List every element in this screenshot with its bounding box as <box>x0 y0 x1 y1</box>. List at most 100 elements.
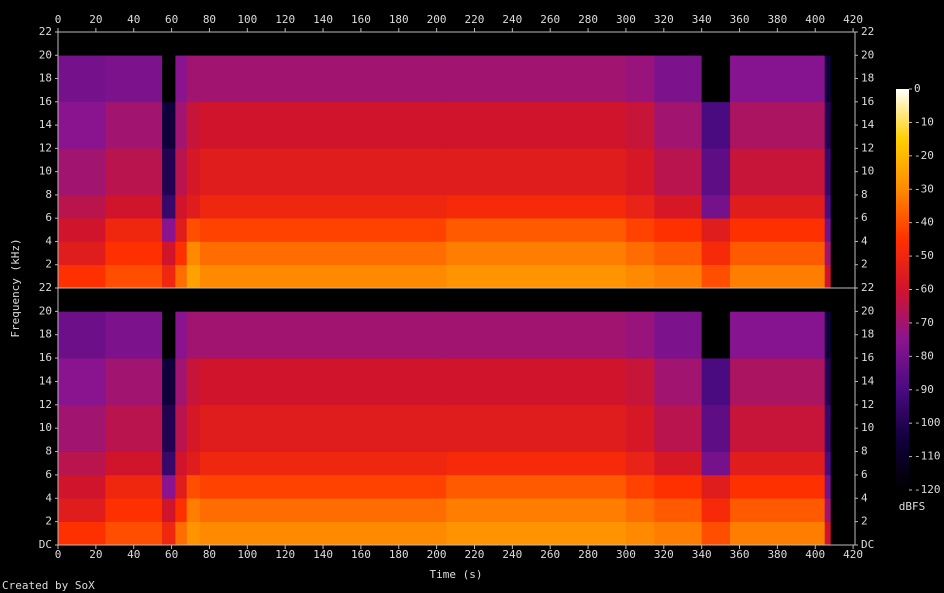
spectrogram-cell <box>105 404 163 452</box>
spectrogram-cell <box>175 311 188 359</box>
spectrogram-cell <box>175 474 188 499</box>
spectrogram-cell <box>105 148 163 196</box>
y-tick-label: 2 <box>45 258 52 271</box>
y-tick-label: 18 <box>39 72 52 85</box>
spectrogram-cell <box>58 521 106 546</box>
spectrogram-cell <box>701 474 731 499</box>
spectrogram-cell <box>105 521 163 546</box>
spectrogram-cell <box>654 358 702 406</box>
colorbar-tick-label: -80 <box>914 349 934 362</box>
spectrogram-cell <box>654 194 702 219</box>
x-tick-label-top: 400 <box>805 13 825 26</box>
spectrogram-cell <box>186 521 201 546</box>
spectrogram-cell <box>824 474 831 499</box>
spectrogram-cell <box>186 55 201 103</box>
spectrogram-cell <box>105 474 163 499</box>
spectrogram-cell <box>824 194 831 219</box>
spectrogram-cell <box>105 311 163 359</box>
spectrogram-cell <box>175 194 188 219</box>
spectrogram-cell <box>654 404 702 452</box>
spectrogram-cell <box>701 358 731 406</box>
spectrogram-cell <box>730 521 826 546</box>
spectrogram-cell <box>446 288 627 312</box>
colorbar-tick-label: -60 <box>914 283 934 296</box>
spectrogram-cell <box>162 521 176 546</box>
y-tick-label: 8 <box>45 445 52 458</box>
x-tick-label-top: 100 <box>237 13 257 26</box>
spectrogram-cell <box>199 101 447 149</box>
spectrogram-cell <box>730 32 826 56</box>
spectrogram-cell <box>730 404 826 452</box>
spectrogram-cell <box>105 498 163 522</box>
spectrogram-cell <box>625 358 655 406</box>
colorbar-tick-label: -110 <box>914 450 941 463</box>
spectrogram-cell <box>446 264 627 289</box>
spectrogram-cell <box>654 288 702 312</box>
spectrogram-cell <box>105 218 163 242</box>
spectrogram-cell <box>186 451 201 476</box>
y-tick-label: 10 <box>39 165 52 178</box>
spectrogram-cell <box>701 404 731 452</box>
spectrogram-cell <box>199 218 447 242</box>
spectrogram-cell <box>701 241 731 266</box>
x-tick-label: 300 <box>616 548 636 561</box>
spectrogram-cell <box>199 55 447 103</box>
x-tick-label-top: 80 <box>203 13 216 26</box>
colorbar-tick-label: -20 <box>914 149 934 162</box>
spectrogram-cell <box>162 148 176 196</box>
spectrogram-cell <box>701 218 731 242</box>
spectrogram-cell <box>199 148 447 196</box>
spectrogram-cell <box>199 264 447 289</box>
x-tick-label-top: 420 <box>843 13 863 26</box>
y-tick-label-right: 12 <box>861 141 874 154</box>
y-tick-label: 16 <box>39 351 52 364</box>
spectrogram-cell <box>730 474 826 499</box>
spectrogram-cell <box>175 288 188 312</box>
spectrogram-cell <box>58 32 106 56</box>
spectrogram-cell <box>625 474 655 499</box>
x-tick-label-top: 0 <box>55 13 62 26</box>
spectrogram-cell <box>730 218 826 242</box>
spectrogram-cell <box>654 521 702 546</box>
spectrogram-cell <box>162 288 176 312</box>
y-tick-label: 2 <box>45 515 52 528</box>
spectrogram-cell <box>58 358 106 406</box>
spectrogram-cell <box>162 218 176 242</box>
spectrogram-cell <box>58 241 106 266</box>
spectrogram-cell <box>175 101 188 149</box>
spectrogram-cell <box>186 311 201 359</box>
y-tick-label: 10 <box>39 421 52 434</box>
spectrogram-cell <box>446 404 627 452</box>
x-tick-label: 360 <box>730 548 750 561</box>
colorbar-tick-label: -10 <box>914 115 934 128</box>
y-tick-label-right: 14 <box>861 118 875 131</box>
spectrogram-cell <box>654 32 702 56</box>
spectrogram-cell <box>625 148 655 196</box>
spectrogram-cell <box>701 451 731 476</box>
y-tick-label: 12 <box>39 141 52 154</box>
spectrogram-cell <box>824 55 831 103</box>
x-tick-label-top: 260 <box>540 13 560 26</box>
spectrogram-cell <box>730 148 826 196</box>
x-axis-label: Time (s) <box>430 568 483 581</box>
y-tick-label-right: 4 <box>861 491 868 504</box>
y-tick-label: 20 <box>39 48 52 61</box>
spectrogram-cell <box>730 451 826 476</box>
y-tick-label-right: 14 <box>861 374 875 387</box>
spectrogram-cell <box>446 194 627 219</box>
y-tick-label: 14 <box>39 118 53 131</box>
x-tick-label-top: 240 <box>502 13 522 26</box>
spectrogram-cell <box>701 32 731 56</box>
y-tick-label: 12 <box>39 398 52 411</box>
spectrogram-cell <box>162 241 176 266</box>
y-tick-label-right: 4 <box>861 234 868 247</box>
spectrogram-cell <box>446 521 627 546</box>
spectrogram-cell <box>625 521 655 546</box>
spectrogram-cell <box>446 498 627 522</box>
spectrogram-cell <box>824 404 831 452</box>
x-tick-label-top: 340 <box>692 13 712 26</box>
spectrogram-cell <box>824 451 831 476</box>
spectrogram-cell <box>730 288 826 312</box>
y-tick-label-right: 10 <box>861 421 874 434</box>
